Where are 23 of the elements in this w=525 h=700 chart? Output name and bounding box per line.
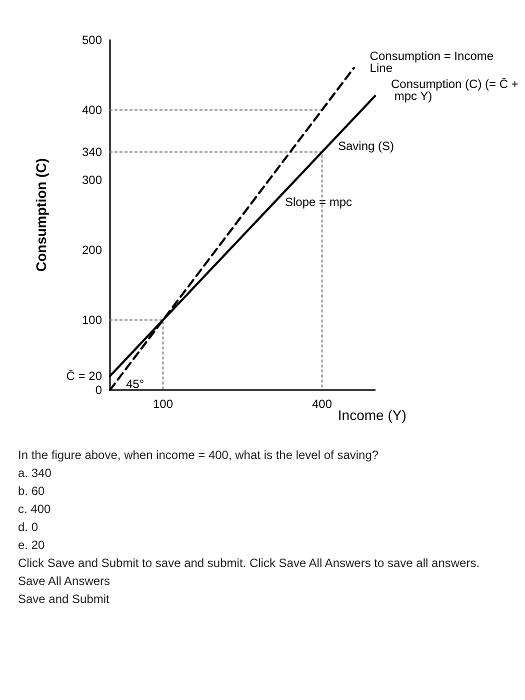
y-tick-label: 300 (82, 173, 102, 187)
y-tick-label: 500 (82, 33, 102, 47)
y-tick-label: C̄ = 20 (66, 369, 102, 383)
annotation: Consumption = Income Line (370, 49, 497, 75)
annotation: 45° (126, 377, 144, 391)
text: Save and Submit (18, 592, 110, 606)
y-axis-title: Consumption (C) (33, 158, 49, 272)
x-axis-title: Income (Y) (338, 407, 406, 423)
y-tick-label: 100 (82, 313, 102, 327)
annotation: Consumption (C) (= C̄ + mpc Y) (391, 77, 518, 103)
text: a. 340 (18, 466, 52, 480)
text: Save All Answers (18, 574, 112, 588)
y-tick-label: 200 (82, 243, 102, 257)
text: d. 0 (18, 520, 40, 534)
text: c. 400 (18, 502, 52, 516)
text: Click Save and Submit to save and submit. Click Save All Answers to save all answers. (18, 556, 481, 570)
text: e. 20 (18, 538, 46, 552)
annotation: Saving (S) (338, 139, 394, 153)
y-tick-label: 0 (95, 383, 102, 397)
y-tick-label: 340 (82, 145, 102, 159)
text: b. 60 (18, 484, 46, 498)
text: In the figure above, when income = 400, what is the level of saving? (18, 448, 380, 462)
y-tick-label: 400 (82, 103, 102, 117)
